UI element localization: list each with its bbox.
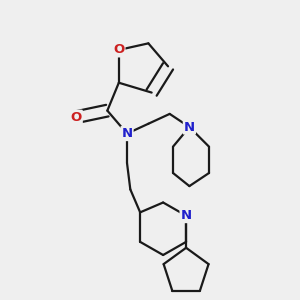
Text: O: O	[70, 111, 82, 124]
Text: N: N	[122, 127, 133, 140]
Text: N: N	[181, 209, 192, 222]
Text: N: N	[184, 121, 195, 134]
Text: O: O	[113, 44, 124, 56]
